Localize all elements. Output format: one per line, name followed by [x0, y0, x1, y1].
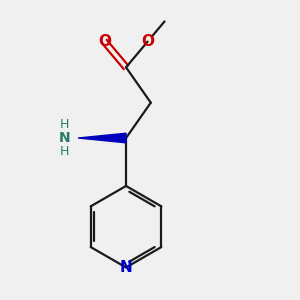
- Text: H: H: [60, 118, 69, 131]
- Text: N: N: [59, 131, 70, 145]
- Text: H: H: [60, 145, 69, 158]
- Text: N: N: [120, 260, 132, 275]
- Text: O: O: [98, 34, 111, 49]
- Text: O: O: [141, 34, 154, 49]
- Polygon shape: [78, 133, 126, 143]
